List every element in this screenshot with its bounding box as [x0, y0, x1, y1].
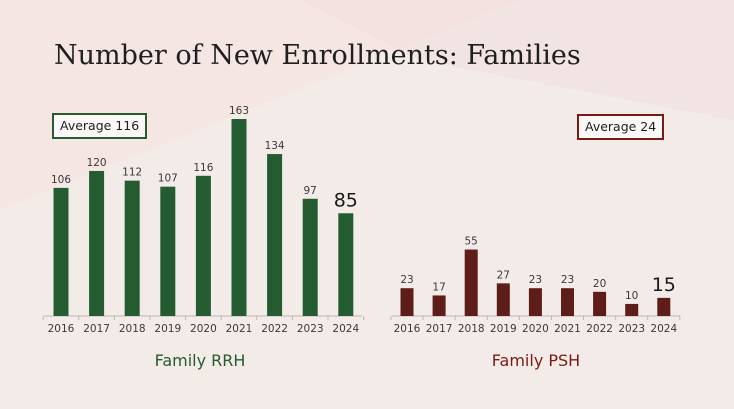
psh-tick-label-2022: 2022	[586, 323, 613, 335]
rrh-tick-label-2017: 2017	[83, 323, 110, 335]
psh-tick-label-2023: 2023	[618, 323, 645, 335]
rrh-data-label-2020: 116	[193, 162, 213, 174]
rrh-data-label-2021: 163	[229, 105, 249, 117]
psh-data-label-2017: 17	[432, 281, 445, 293]
rrh-bar-2023	[302, 198, 318, 316]
rrh-data-label-2022: 134	[265, 140, 285, 152]
psh-chart-title: Family PSH	[491, 351, 581, 370]
psh-bar-2019	[496, 283, 510, 316]
psh-tick-label-2017: 2017	[426, 323, 453, 335]
psh-tick-label-2016: 2016	[394, 323, 421, 335]
rrh-data-label-2018: 112	[122, 167, 142, 179]
rrh-data-label-2019: 107	[158, 173, 178, 185]
rrh-bar-2019	[160, 186, 176, 316]
psh-data-label-2024: 15	[652, 274, 676, 296]
psh-bar-2021	[561, 288, 574, 316]
rrh-tick-label-2019: 2019	[154, 323, 181, 335]
rrh-tick-label-2020: 2020	[190, 323, 217, 335]
psh-data-label-2018: 55	[465, 236, 478, 248]
psh-bar-2017	[432, 295, 446, 316]
rrh-data-label-2023: 97	[304, 185, 317, 197]
rrh-bar-2022	[267, 154, 283, 316]
psh-bar-2024	[657, 297, 671, 316]
psh-bar-2020	[528, 288, 542, 316]
rrh-tick-label-2024: 2024	[332, 323, 359, 335]
rrh-bar-2020	[195, 175, 211, 316]
psh-bar-2022	[593, 291, 607, 316]
psh-data-label-2019: 27	[497, 269, 510, 281]
psh-average-badge: Average 24	[577, 114, 665, 140]
psh-tick-label-2021: 2021	[554, 323, 581, 335]
psh-data-label-2023: 10	[625, 290, 638, 302]
psh-data-label-2022: 20	[593, 278, 606, 290]
rrh-tick-label-2022: 2022	[261, 323, 288, 335]
rrh-average-badge: Average 116	[52, 113, 148, 139]
psh-bar-2023	[625, 303, 639, 316]
rrh-bar-2018	[124, 180, 140, 316]
psh-tick-label-2019: 2019	[490, 323, 517, 335]
rrh-data-label-2017: 120	[87, 157, 107, 169]
rrh-bar-2021	[231, 119, 247, 316]
rrh-tick-label-2021: 2021	[226, 323, 253, 335]
psh-tick-label-2018: 2018	[458, 323, 485, 335]
psh-bar-2016	[400, 288, 414, 316]
psh-data-label-2021: 23	[561, 274, 574, 286]
rrh-chart-title: Family RRH	[154, 351, 246, 370]
rrh-tick-label-2018: 2018	[119, 323, 146, 335]
psh-tick-label-2020: 2020	[522, 323, 549, 335]
psh-data-label-2020: 23	[529, 274, 542, 286]
rrh-bar-2024	[338, 213, 354, 316]
rrh-bar-2017	[89, 170, 105, 316]
rrh-data-label-2024: 85	[334, 189, 358, 211]
rrh-data-label-2016: 106	[51, 174, 71, 186]
rrh-tick-label-2016: 2016	[48, 323, 75, 335]
psh-tick-label-2024: 2024	[650, 323, 677, 335]
rrh-tick-label-2023: 2023	[297, 323, 324, 335]
psh-bar-2018	[464, 249, 478, 316]
rrh-bar-2016	[53, 187, 69, 316]
psh-data-label-2016: 23	[400, 274, 413, 286]
page-title: Number of New Enrollments: Families	[54, 40, 581, 71]
